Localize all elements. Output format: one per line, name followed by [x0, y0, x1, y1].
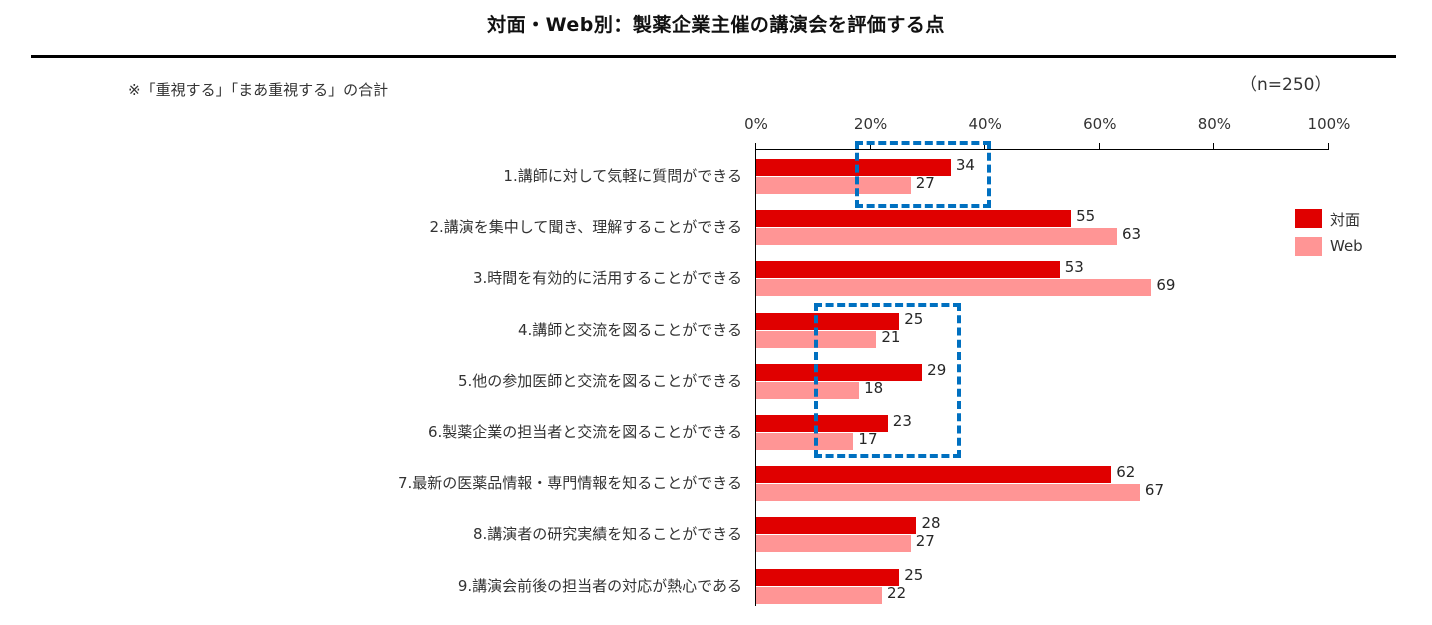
x-tick-label: 60% [1083, 115, 1117, 133]
value-label-face_to_face: 62 [1116, 463, 1136, 482]
value-label-web: 18 [864, 378, 884, 397]
value-label-web: 63 [1121, 225, 1142, 244]
x-tick [1213, 143, 1215, 150]
bar-face_to_face [756, 159, 951, 176]
bar-face_to_face [756, 466, 1112, 484]
value-label-face_to_face: 28 [921, 514, 941, 533]
legend-label: 対面 [1330, 211, 1361, 229]
legend-swatch [1295, 237, 1322, 256]
value-label-face_to_face: 34 [955, 156, 975, 174]
value-label-web: 69 [1156, 276, 1176, 295]
value-label-face_to_face: 55 [1076, 207, 1096, 226]
bar-face_to_face [756, 261, 1060, 279]
x-tick [1098, 143, 1100, 150]
category-label: 9.講演会前後の担当者の対応が熱心である [457, 576, 742, 595]
value-label-face_to_face: 29 [927, 360, 947, 379]
bar-web [756, 535, 911, 553]
bar-face_to_face [756, 210, 1072, 228]
value-label-face_to_face: 25 [904, 309, 924, 328]
bar-face_to_face [756, 568, 900, 586]
highlight-box-1 [855, 141, 991, 208]
x-tick-label: 20% [853, 115, 888, 133]
value-label-face_to_face: 23 [892, 412, 912, 430]
category-label: 3.時間を有効的に活用することができる [472, 269, 742, 288]
x-tick-label: 0% [744, 115, 768, 133]
category-label: 4.講師と交流を図ることができる [517, 320, 742, 339]
bar-web [756, 433, 854, 450]
bar-web [756, 228, 1117, 246]
y-axis-line [755, 149, 756, 606]
bar-web [756, 177, 911, 194]
bar-face_to_face [756, 312, 900, 330]
highlight-box-2 [814, 303, 961, 458]
x-axis-line [755, 149, 1328, 150]
value-label-web: 27 [915, 174, 935, 192]
category-label: 5.他の参加医師と交流を図ることができる [457, 371, 742, 390]
value-label-face_to_face: 53 [1064, 258, 1084, 277]
x-tick-label: 80% [1197, 115, 1232, 133]
x-tick [869, 143, 871, 150]
chart-title: 対面・Web別：製薬企業主催の講演会を評価する点 [487, 14, 945, 36]
value-label-web: 21 [881, 327, 901, 346]
category-label: 7.最新の医薬品情報・専門情報を知ることができる [397, 474, 742, 493]
x-tick-label: 40% [968, 115, 1002, 133]
category-label: 6.製薬企業の担当者と交流を図ることができる [427, 423, 742, 441]
bar-face_to_face [756, 517, 917, 535]
value-label-web: 27 [915, 532, 935, 551]
category-label: 2.講演を集中して聞き、理解することができる [429, 218, 742, 237]
bar-face_to_face [756, 415, 888, 432]
sample-size: （n=250） [1240, 75, 1332, 95]
legend-swatch [1295, 209, 1322, 228]
category-label: 8.講演者の研究実績を知ることができる [472, 525, 742, 544]
x-tick-label: 100% [1307, 115, 1351, 133]
bar-web [756, 586, 883, 604]
legend-label: Web [1330, 237, 1363, 255]
chart-note: ※「重視する」「まあ重視する」の合計 [128, 81, 389, 99]
x-tick [1328, 143, 1329, 150]
title-rule [31, 55, 1396, 58]
value-label-face_to_face: 25 [904, 565, 924, 584]
x-tick [755, 143, 756, 150]
bar-web [756, 484, 1140, 502]
value-label-web: 67 [1144, 481, 1164, 500]
value-label-web: 22 [887, 583, 907, 602]
value-label-web: 17 [858, 430, 878, 448]
bar-web [756, 381, 860, 399]
bar-web [756, 279, 1152, 297]
bar-face_to_face [756, 363, 923, 381]
category-label: 1.講師に対して気軽に質問ができる [503, 167, 742, 185]
x-tick [984, 143, 986, 150]
